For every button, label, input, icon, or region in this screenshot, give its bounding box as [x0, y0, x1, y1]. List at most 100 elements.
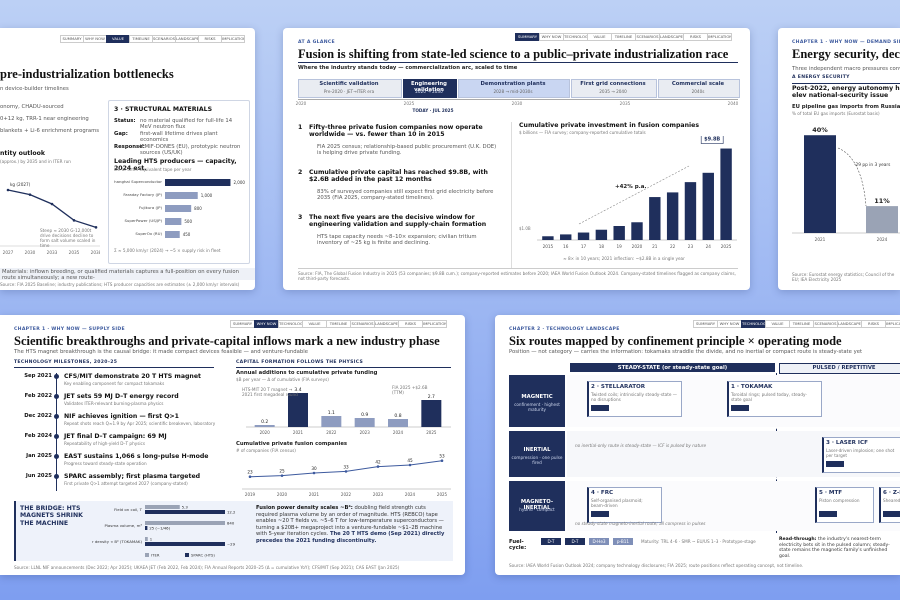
body-line: onomy, CHADU-sourced — [0, 104, 64, 110]
x-tick-label: 2019 — [245, 492, 256, 497]
col-header — [779, 363, 900, 374]
value-label: 45 — [407, 458, 413, 463]
x-tick-label: 18 — [599, 244, 605, 249]
nav-tab: WHY NOW — [83, 35, 107, 43]
metric-label: Power density ∝ B⁴ (TOKAMAK) — [92, 539, 142, 544]
nav-tab: IMPLICATIONS — [422, 320, 447, 328]
nav-tab: RISKS — [861, 320, 886, 328]
nav-tab: RISKS — [398, 320, 423, 328]
nav-tab: TECHNOLOGY — [278, 320, 303, 328]
stage-sub: 2040s — [691, 89, 705, 94]
point-head: Fifty-three private fusion companies now… — [309, 124, 483, 139]
route-sub: Laser-driven implosion; one shot per tar… — [826, 448, 895, 459]
chart-note: ≈ 8× in 10 years; 2021 inflection: ~$2.8… — [563, 256, 685, 261]
bridge-heading: THE BRIDGE: HTS MAGNETS SHRINK THE MACHI… — [20, 505, 83, 527]
row-text: no material qualified for full-life 14 M… — [140, 118, 233, 131]
bar — [145, 510, 225, 514]
source: Source: FIA 2025 Baseline; industry publ… — [0, 282, 240, 287]
value-label: 2.7 — [428, 394, 435, 400]
route-card — [587, 381, 682, 417]
today-marker: TODAY · JUL 2025 — [412, 108, 454, 113]
source: Source: FIA, The Global Fusion Industry … — [298, 271, 736, 282]
x-tick-label: 22 — [670, 244, 676, 249]
milestone-date: Jan 2025 — [26, 453, 52, 459]
category-label: SuperOx (RU) — [135, 231, 162, 236]
column-label: PULSED / REPETITIVE — [812, 365, 876, 371]
fuel-chip: p-B11 — [613, 538, 633, 546]
chart: Field on coil, T 5.3 12.2 Plasma volume, m³… — [92, 505, 236, 558]
source: Source: LLNL NIF announcements (Dec 2022… — [14, 565, 400, 570]
x-tick-label: 2015 — [543, 244, 554, 249]
nav-tab: TECHNOLOGY — [741, 320, 766, 328]
x-tick-label: 2030 — [25, 250, 36, 255]
point — [72, 219, 76, 222]
bar — [542, 236, 554, 240]
value-label: 500 — [184, 219, 192, 224]
point-head: The next five years are the decisive win… — [309, 214, 487, 229]
bar — [145, 537, 148, 541]
x-tick-label: 24 — [706, 244, 712, 249]
route-name: 1 · TOKAMAK — [731, 384, 773, 390]
legend-swatch — [145, 553, 149, 557]
nav-tab: LANDSCAPE — [175, 35, 199, 43]
milestone-head: CFS/MIT demonstrate 20 T HTS magnet — [64, 373, 201, 380]
slide-title: Six routes mapped by confinement princip… — [509, 334, 842, 348]
readthrough-text: the industry's nearest-term electricity … — [779, 537, 890, 559]
row-header — [509, 375, 565, 427]
nav-tab: VALUE CHAIN — [302, 320, 327, 328]
point — [440, 459, 444, 463]
source: Source: IAEA World Fusion Outlook 2024; … — [509, 563, 804, 568]
bar — [145, 526, 148, 530]
milestone-head: JET sets 59 MJ D–T energy record — [64, 393, 179, 400]
chart: 2015 16 17 18 19 2020 21 22 23 24 2025 $9.8B +42% p.… — [519, 136, 737, 249]
bar — [649, 197, 661, 240]
value-label: 25 (~1/46) — [149, 526, 170, 531]
footer-text: Materials: inflown breeding, or qualifie… — [2, 269, 239, 282]
x-tick-label: 2022 — [326, 430, 337, 435]
x-tick-label: 2024 — [393, 430, 404, 435]
route-sub: Self-organised plasmoid; beam-driven — [591, 498, 643, 509]
chart: 40% 2021 11% 2024 -29 pp in 3 years — [792, 126, 900, 242]
nav-tab: SUMMARY — [230, 320, 255, 328]
x-tick-label: 16 — [563, 244, 569, 249]
rule — [298, 268, 738, 269]
milestone-body: First private Q>1 attempt targeted 2027 … — [64, 481, 188, 486]
bar — [388, 419, 408, 427]
value-label: 42 — [375, 460, 381, 465]
nav-tab: SCENARIOS — [350, 320, 375, 328]
value-label: 1 — [150, 537, 153, 542]
x-tick-label: 2020 — [260, 430, 271, 435]
section-heading: A ENERGY SECURITY — [792, 75, 850, 80]
rule — [792, 83, 900, 84]
col-header — [570, 363, 775, 372]
stage-name: Demonstration plants — [480, 81, 546, 87]
legend-label: ITER — [151, 553, 160, 558]
bar — [165, 218, 182, 225]
bar — [577, 232, 590, 240]
stage-sub: 2020 → 2030 — [415, 89, 443, 94]
milestone-body: Progress toward steady-state operation — [64, 461, 147, 466]
legend-swatch — [185, 553, 189, 557]
value-label: 30 — [311, 466, 317, 471]
slide-subtitle: n device-builder timelines — [0, 86, 69, 92]
rule — [236, 367, 451, 368]
stage-name: First grid connections — [580, 81, 646, 87]
point-body: 83% of surveyed companies still expect f… — [317, 189, 494, 202]
chart-title: EU pipeline gas imports from Russia — [792, 104, 900, 110]
slide-subtitle: The HTS magnet breakthrough is the causa… — [14, 349, 308, 355]
row-name: MAGNETIC — [521, 394, 553, 400]
bar — [165, 192, 198, 199]
category-label: SuperPower (US/JP) — [124, 218, 162, 223]
milestone-dot — [54, 434, 59, 439]
divider — [511, 122, 512, 268]
route-sub: Piston compression — [819, 498, 860, 503]
value-label: 11% — [874, 197, 890, 205]
row-sub: compression · one pulse fired — [511, 455, 563, 466]
milestone-head: NIF achieves ignition — first Q>1 — [64, 413, 179, 420]
bar — [421, 400, 442, 427]
chart-title: Cumulative private fusion companies — [236, 441, 348, 447]
point — [344, 470, 348, 473]
point-body: HTS tape capacity needs ~8–10× expansion… — [317, 234, 477, 247]
chart: Shanghai Superconductor 2,000 Faraday Fact… — [114, 179, 245, 238]
